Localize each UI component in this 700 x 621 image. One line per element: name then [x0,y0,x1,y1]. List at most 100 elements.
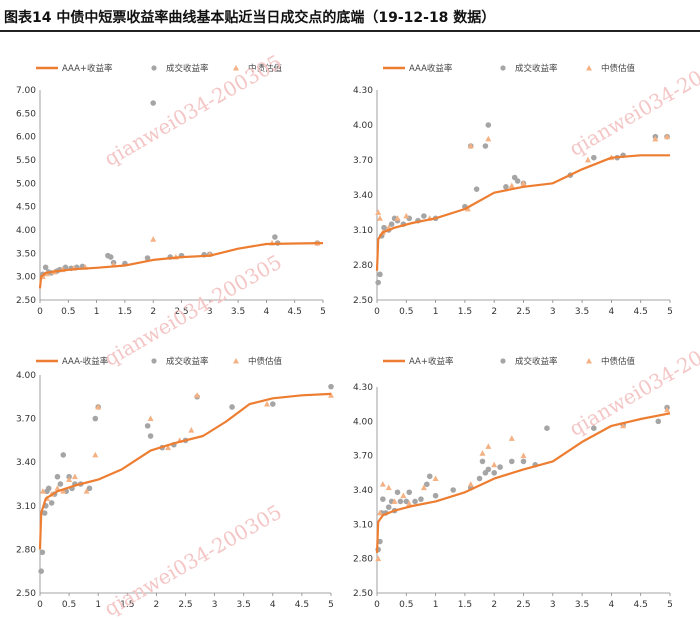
trade-point [229,404,235,410]
chart-aaa-plus: AAA+收益率 成交收益率 中债估值 2.50 3.00 3.50 4.00 4.50 5.00… [0,52,345,322]
estimate-point [467,481,474,487]
trade-point [39,549,46,556]
y-tick-label: 6.50 [16,109,36,119]
x-tick-label: 1.5 [458,307,472,317]
estimate-point [432,475,439,481]
estimate-point [479,450,486,456]
y-tick-label: 3.40 [353,486,373,496]
x-tick-label: 2.5 [178,600,192,610]
trade-point [508,458,515,465]
estimate-point [71,473,78,480]
estimate-point [188,427,195,433]
trade-point [394,489,401,496]
x-tick-label: 3.5 [575,600,589,610]
estimate-point [375,209,382,215]
x-tick-label: 1 [95,600,101,610]
estimate-point [664,133,671,140]
trade-point [42,264,49,271]
chart-aaa: AAA收益率 成交收益率 中债估值 2.50 2.80 3.10 3.40 3.70 4.00 4… [345,52,700,322]
estimate-point [400,492,407,499]
trade-point [38,568,44,574]
trade-point [385,504,392,510]
y-tick-label: 3.00 [16,273,36,283]
legend-curve-label: AA+收益率 [409,356,454,367]
trade-point [57,481,64,487]
trade-point [272,234,278,240]
trade-point [503,184,509,190]
y-tick-label: 3.50 [16,249,36,259]
legend: AAA-收益率 成交收益率 中债估值 [36,356,283,367]
trade-point [54,473,61,480]
trade-point [421,213,427,219]
chart-svg: AAA+收益率 成交收益率 中债估值2.503.003.504.004.505.00… [16,63,326,317]
estimate-point [375,555,382,562]
y-tick-label: 3.10 [353,520,373,530]
estimate-point [263,400,270,407]
legend-trade-label: 成交收益率 [515,63,558,74]
x-tick-label: 4.5 [634,600,648,610]
x-tick-label: 5 [667,600,673,610]
y-tick-label: 6.00 [16,133,36,143]
trade-point [86,485,93,492]
trade-point [485,122,492,128]
chart-aaa-minus: AAA-收益率 成交收益率 中债估值 2.50 2.80 3.10 3.40 3.70 4.00… [0,345,345,615]
trade-point [150,100,156,106]
trade-point [544,425,550,431]
trade-point [412,498,418,505]
trade-point [485,466,492,473]
y-tick-label: 3.10 [353,226,373,236]
x-tick-label: 4 [264,307,270,317]
y-tick-label: 4.50 [16,203,36,213]
y-tick-label: 2.80 [353,261,373,271]
x-tick-label: 2 [150,307,156,317]
estimate-point [508,182,515,189]
x-tick-label: 1 [433,600,439,610]
trade-point [426,473,433,480]
estimate-point [60,488,67,494]
x-tick-label: 3.5 [237,600,251,610]
x-tick-label: 0.5 [62,600,76,610]
estimate-point [150,236,157,242]
trade-point [380,496,386,502]
trade-point [144,423,151,429]
x-tick-label: 2 [491,600,497,610]
trade-point [424,481,430,488]
legend-trade-swatch [500,65,506,71]
estimate-point [39,488,46,494]
trade-point [388,221,395,227]
trade-point [41,510,48,516]
figure-title: 图表14 中债中短票收益率曲线基本贴近当日成交点的底端（19-12-18 数据） [4,10,496,26]
chart-svg: AAA-收益率 成交收益率 中债估值2.502.803.103.403.704.00… [16,356,334,610]
trade-point [45,485,52,492]
trade-point [328,383,334,390]
y-tick-label: 3.70 [353,452,373,462]
y-tick-label: 2.50 [16,296,36,306]
legend-curve-label: AAA-收益率 [62,356,109,367]
estimate-point [95,403,102,410]
trade-point [520,458,527,465]
y-tick-label: 2.50 [16,589,36,599]
estimate-point [406,500,413,507]
y-tick-label: 2.80 [16,545,36,555]
x-tick-label: 1.5 [120,600,134,610]
trade-point [403,498,410,505]
yield-curve [38,392,332,550]
legend-estimate-label: 中债估值 [601,63,636,74]
y-tick-label: 4.00 [353,121,373,131]
trade-point [482,143,489,149]
legend-estimate-label: 中债估值 [248,356,283,367]
yield-curve [375,154,670,271]
legend-trade-label: 成交收益率 [166,63,209,74]
x-tick-label: 2.5 [516,307,530,317]
legend-estimate-swatch [586,65,592,71]
trade-point [62,264,69,271]
yield-curve [375,412,671,553]
estimate-point [652,135,659,142]
trade-point [375,279,381,286]
y-tick-label: 2.50 [353,296,373,306]
estimate-point [376,509,383,516]
estimate-point [491,461,498,468]
x-tick-label: 3.5 [231,307,245,317]
legend-estimate-swatch [233,65,239,71]
estimate-point [420,484,427,491]
